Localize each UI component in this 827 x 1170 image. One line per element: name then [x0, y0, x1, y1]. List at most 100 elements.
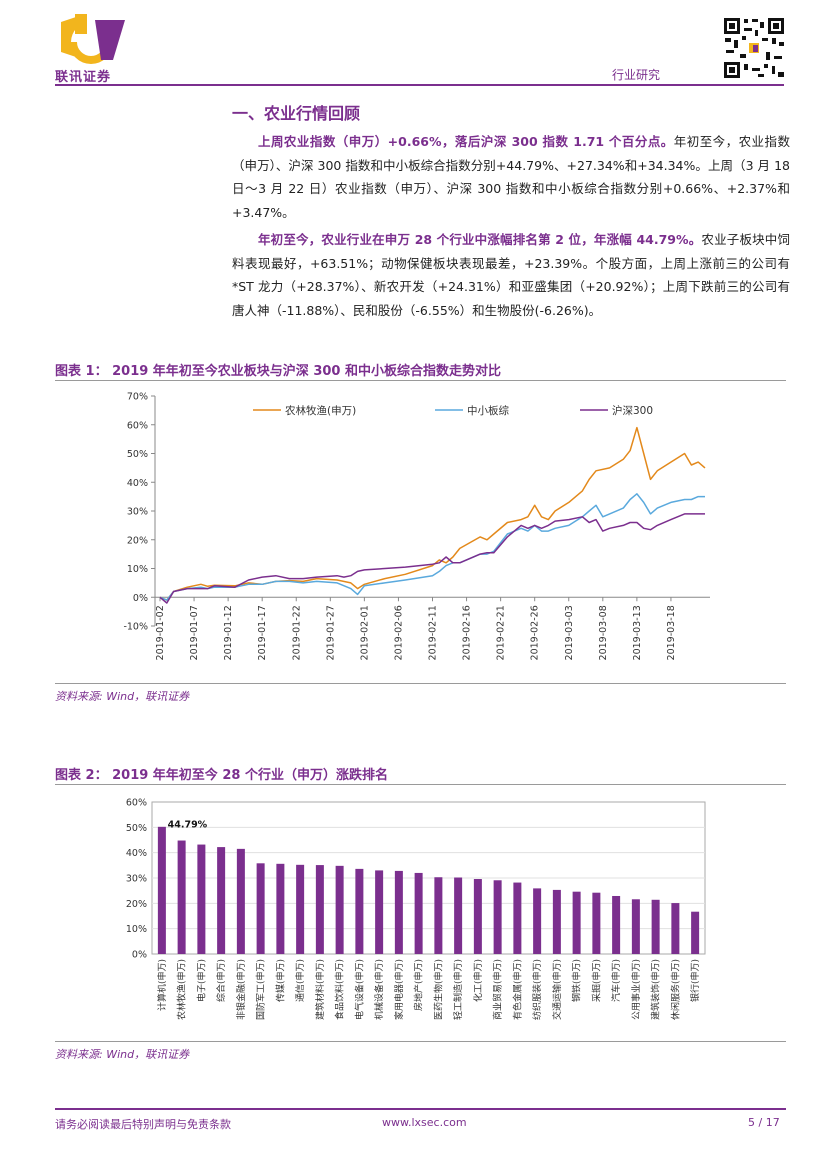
bar — [394, 870, 403, 954]
y-tick-label: 50% — [127, 449, 148, 460]
figure-2-top-rule — [55, 784, 786, 785]
figure-1-bottom-rule — [55, 683, 786, 684]
x-tick-label: 2019-02-11 — [428, 605, 439, 660]
y-tick-label: 60% — [126, 798, 147, 809]
bar — [473, 879, 482, 954]
paragraph-2-highlight: 年初至今，农业行业在申万 28 个行业中涨幅排名第 2 位，年涨幅 44.79%… — [258, 232, 702, 247]
qr-code — [722, 16, 786, 80]
x-tick-label: 2019-02-06 — [393, 605, 404, 660]
category-label: 建筑材料(申万) — [314, 959, 326, 1020]
bar — [177, 840, 186, 954]
paragraph-2-body: 农业子板块中饲料表现最好，+63.51%；动物保健板块表现最差，+23.39%。… — [232, 232, 790, 318]
category-label: 国防军工(申万) — [255, 959, 267, 1020]
category-label: 综合(申万) — [215, 959, 227, 1002]
section-title: 一、农业行情回顾 — [232, 104, 361, 123]
company-logo — [55, 12, 129, 70]
y-tick-label: -10% — [123, 622, 148, 633]
legend-label: 农林牧渔(申万) — [285, 404, 356, 417]
bar — [236, 848, 245, 954]
footer-website[interactable]: www.lxsec.com — [382, 1116, 467, 1129]
y-tick-label: 20% — [126, 899, 147, 910]
bar — [256, 863, 265, 954]
y-tick-label: 10% — [127, 564, 148, 575]
y-tick-label: 50% — [126, 823, 147, 834]
series-line — [159, 513, 705, 604]
header-rule — [55, 84, 784, 86]
y-tick-label: 20% — [127, 535, 148, 546]
section-label: 行业研究 — [612, 68, 661, 82]
category-label: 机械设备(申万) — [373, 959, 385, 1020]
category-label: 有色金属(申万) — [511, 959, 523, 1020]
figure-2-bottom-rule — [55, 1041, 786, 1042]
y-tick-label: 40% — [126, 848, 147, 859]
footer-disclaimer[interactable]: 请务必阅读最后特别声明与免责条款 — [55, 1118, 231, 1131]
bar — [513, 882, 522, 954]
bar — [631, 899, 640, 954]
legend-label: 沪深300 — [612, 404, 653, 417]
bar — [572, 891, 581, 954]
y-tick-label: 30% — [126, 874, 147, 885]
figure-1-top-rule — [55, 380, 786, 381]
data-label: 44.79% — [168, 820, 208, 831]
x-tick-label: 2019-03-08 — [598, 605, 609, 660]
y-tick-label: 70% — [127, 392, 148, 403]
footer-rule — [55, 1108, 786, 1110]
category-label: 钢铁(申万) — [571, 959, 583, 1002]
category-label: 计算机(申万) — [156, 959, 168, 1011]
category-label: 通信(申万) — [294, 959, 306, 1002]
x-tick-label: 2019-01-02 — [155, 605, 166, 660]
x-tick-label: 2019-01-17 — [257, 605, 268, 660]
series-line — [159, 426, 706, 601]
category-label: 电子(申万) — [195, 959, 207, 1002]
category-label: 建筑装饰(申万) — [650, 959, 662, 1020]
x-tick-label: 2019-02-21 — [496, 605, 507, 660]
category-label: 采掘(申万) — [590, 959, 602, 1002]
bar-chart: 0% 10% 20% 30% 40% 50% 60% 计算机(申万) 农林牧渔(申万) 电子(申万… — [126, 798, 706, 1020]
x-tick-label: 2019-02-01 — [359, 605, 370, 660]
category-label: 医药生物(申万) — [432, 959, 444, 1020]
x-tick-label: 2019-03-18 — [666, 605, 677, 660]
category-label: 银行(申万) — [689, 959, 701, 1002]
category-label: 电气设备(申万) — [353, 959, 365, 1020]
category-label: 家用电器(申万) — [393, 959, 405, 1020]
bar — [493, 880, 502, 954]
bar — [375, 870, 384, 954]
figure-2-title: 图表 2： 2019 年年初至今 28 个行业（申万）涨跌排名 — [55, 768, 388, 783]
category-label: 公用事业(申万) — [630, 959, 642, 1020]
bar — [651, 899, 660, 954]
figure-1-title: 图表 1： 2019 年年初至今农业板块与沪深 300 和中小板综合指数走势对比 — [55, 364, 501, 379]
legend-label: 中小板综 — [467, 404, 509, 417]
x-tick-label: 2019-03-03 — [564, 605, 575, 660]
paragraph-1-body: 年初至今，农业指数（申万）、沪深 300 指数和中小板综合指数分别+44.79%… — [232, 134, 790, 220]
category-label: 轻工制造(申万) — [452, 959, 464, 1020]
figure-2-source: 资料来源: Wind，联讯证券 — [55, 1048, 190, 1061]
category-label: 传媒(申万) — [274, 959, 286, 1002]
bar — [276, 863, 285, 954]
bar — [671, 903, 680, 954]
category-label: 商业贸易(申万) — [492, 959, 504, 1020]
y-tick-label: 0% — [133, 593, 148, 604]
page-number: 5 / 17 — [748, 1116, 780, 1129]
x-tick-label: 2019-03-13 — [632, 605, 643, 660]
category-label: 纺织服装(申万) — [531, 959, 543, 1020]
y-tick-label: 30% — [127, 507, 148, 518]
category-label: 交通运输(申万) — [551, 959, 563, 1020]
category-label: 农林牧渔(申万) — [176, 959, 188, 1020]
y-tick-label: 60% — [127, 420, 148, 431]
x-tick-label: 2019-02-26 — [530, 605, 541, 660]
bar — [197, 844, 206, 954]
line-chart: -10% 0% 10% 20% 30% 40% 50% 60% 70% 2019-01-02 201… — [123, 392, 710, 660]
x-tick-label: 2019-01-12 — [223, 605, 234, 660]
bar — [691, 911, 700, 954]
bar — [434, 877, 443, 954]
category-label: 汽车(申万) — [610, 959, 622, 1002]
bar — [355, 868, 364, 954]
bar — [335, 865, 344, 954]
paragraph-1-highlight: 上周农业指数（申万）+0.66%，落后沪深 300 指数 1.71 个百分点。 — [258, 134, 674, 149]
y-tick-label: 10% — [126, 924, 147, 935]
bar — [533, 888, 542, 954]
category-label: 非银金融(申万) — [235, 959, 247, 1020]
bar — [414, 872, 423, 954]
category-label: 化工(申万) — [472, 959, 484, 1002]
logo-text: 联讯证券 — [55, 70, 112, 85]
